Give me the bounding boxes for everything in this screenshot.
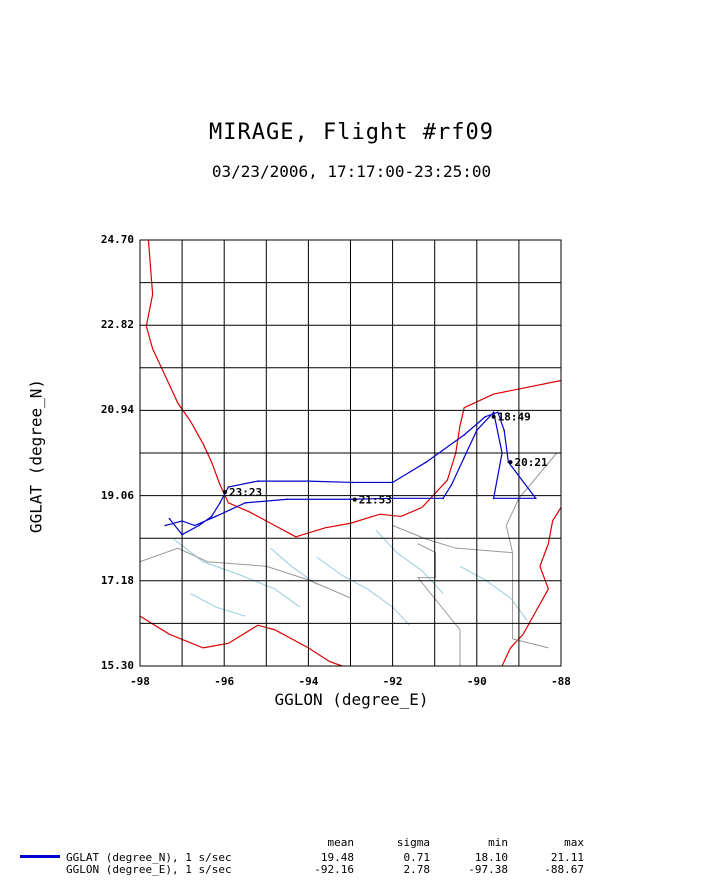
x-tick-label: -92 [382,675,403,688]
track-point [391,497,394,500]
time-marker [223,489,228,494]
river-line [316,556,410,626]
track-point [168,517,171,520]
stats-header-sigma: sigma [396,836,430,849]
legend-line-swatch [20,855,60,858]
coastline [145,239,562,538]
track-point [463,434,465,436]
stats-sigma: 2.78 [403,863,431,876]
stats-row-label: GGLAT (degree_N), 1 s/sec [66,851,232,864]
stats-header-row: mean sigma min max [0,836,703,849]
stats-header-mean: mean [327,836,355,849]
stats-max: -88.67 [544,863,584,876]
track-point [181,533,183,536]
time-marker [352,497,357,502]
border-line [505,452,558,553]
time-marker [491,414,496,419]
track-point [501,452,503,454]
track-point [351,481,354,484]
stats-header-min: min [488,836,508,849]
track-point [492,497,495,500]
track-point [286,498,289,501]
caribbean-coastline [501,507,562,667]
track-point [307,480,310,482]
track-point [484,415,487,418]
pacific-coastline [139,615,343,667]
x-axis-label: GGLON (degree_E) [274,690,429,709]
border-line [416,543,461,666]
track-point [198,524,200,527]
border-line [139,547,351,599]
x-tick-label: -96 [214,675,235,688]
track-point [476,429,478,432]
time-label: 18:49 [498,411,531,424]
river-line [375,529,444,594]
track-point [463,456,465,459]
stats-sigma: 0.71 [403,851,431,864]
x-tick-label: -98 [130,675,150,688]
stats-row-label: GGLON (degree_E), 1 s/sec [66,863,232,876]
track-point [227,486,230,488]
river-line [190,593,246,617]
stats-mean: 19.48 [320,851,354,864]
time-label: 23:23 [229,486,262,499]
y-tick-label: 24.70 [100,233,134,246]
track-point [244,502,247,504]
track-point [181,520,183,522]
y-tick-label: 15.30 [100,659,134,672]
chart-subtitle: 03/23/2006, 17:17:00-23:25:00 [211,162,492,181]
track-point [210,515,213,518]
track-point [442,497,444,500]
x-tick-label: -88 [551,675,571,688]
track-point [164,524,167,527]
grid-lines [139,239,562,667]
plot-frame [139,239,562,667]
border-line [512,552,549,649]
stats-row-gglat: GGLAT (degree_N), 1 s/sec 19.48 0.71 18.… [0,851,703,864]
track-point [349,498,352,501]
track-line [165,410,537,536]
time-annotations: 18:49 20:21 21:53 23:23 [223,411,548,507]
river-line [173,538,301,608]
track-point [214,515,217,518]
x-tick-label: -94 [298,675,319,688]
stats-header-max: max [564,836,584,849]
track-point [257,480,259,482]
track-point [503,429,505,432]
stats-max: 21.11 [550,851,584,864]
y-tick-label: 17.18 [100,573,134,587]
time-label: 20:21 [514,456,547,469]
time-marker [508,460,513,465]
y-tick-label: 20.94 [100,403,134,417]
river-line [459,565,528,621]
track-point [425,461,428,463]
track-point [492,411,495,414]
y-axis-label: GGLAT (degree_N) [26,378,46,534]
track-point [497,411,499,414]
stats-mean: -92.16 [314,863,354,876]
time-label: 21:53 [359,494,392,507]
track-point [450,483,453,486]
track-point [219,502,221,504]
flight-track [164,410,537,536]
track-point [534,497,537,500]
border-line [392,525,513,554]
track-point [193,524,196,527]
river-line [270,547,318,585]
y-tick-label: 22.82 [100,318,134,332]
y-tick-label: 19.06 [100,488,134,502]
stats-row-gglon: GGLON (degree_E), 1 s/sec -92.16 2.78 -9… [0,863,703,876]
x-tick-label: -90 [466,675,487,688]
stats-min: 18.10 [474,851,508,864]
track-point [391,481,394,484]
chart-title: MIRAGE, Flight #rf09 [209,120,494,145]
stats-min: -97.38 [468,863,508,876]
